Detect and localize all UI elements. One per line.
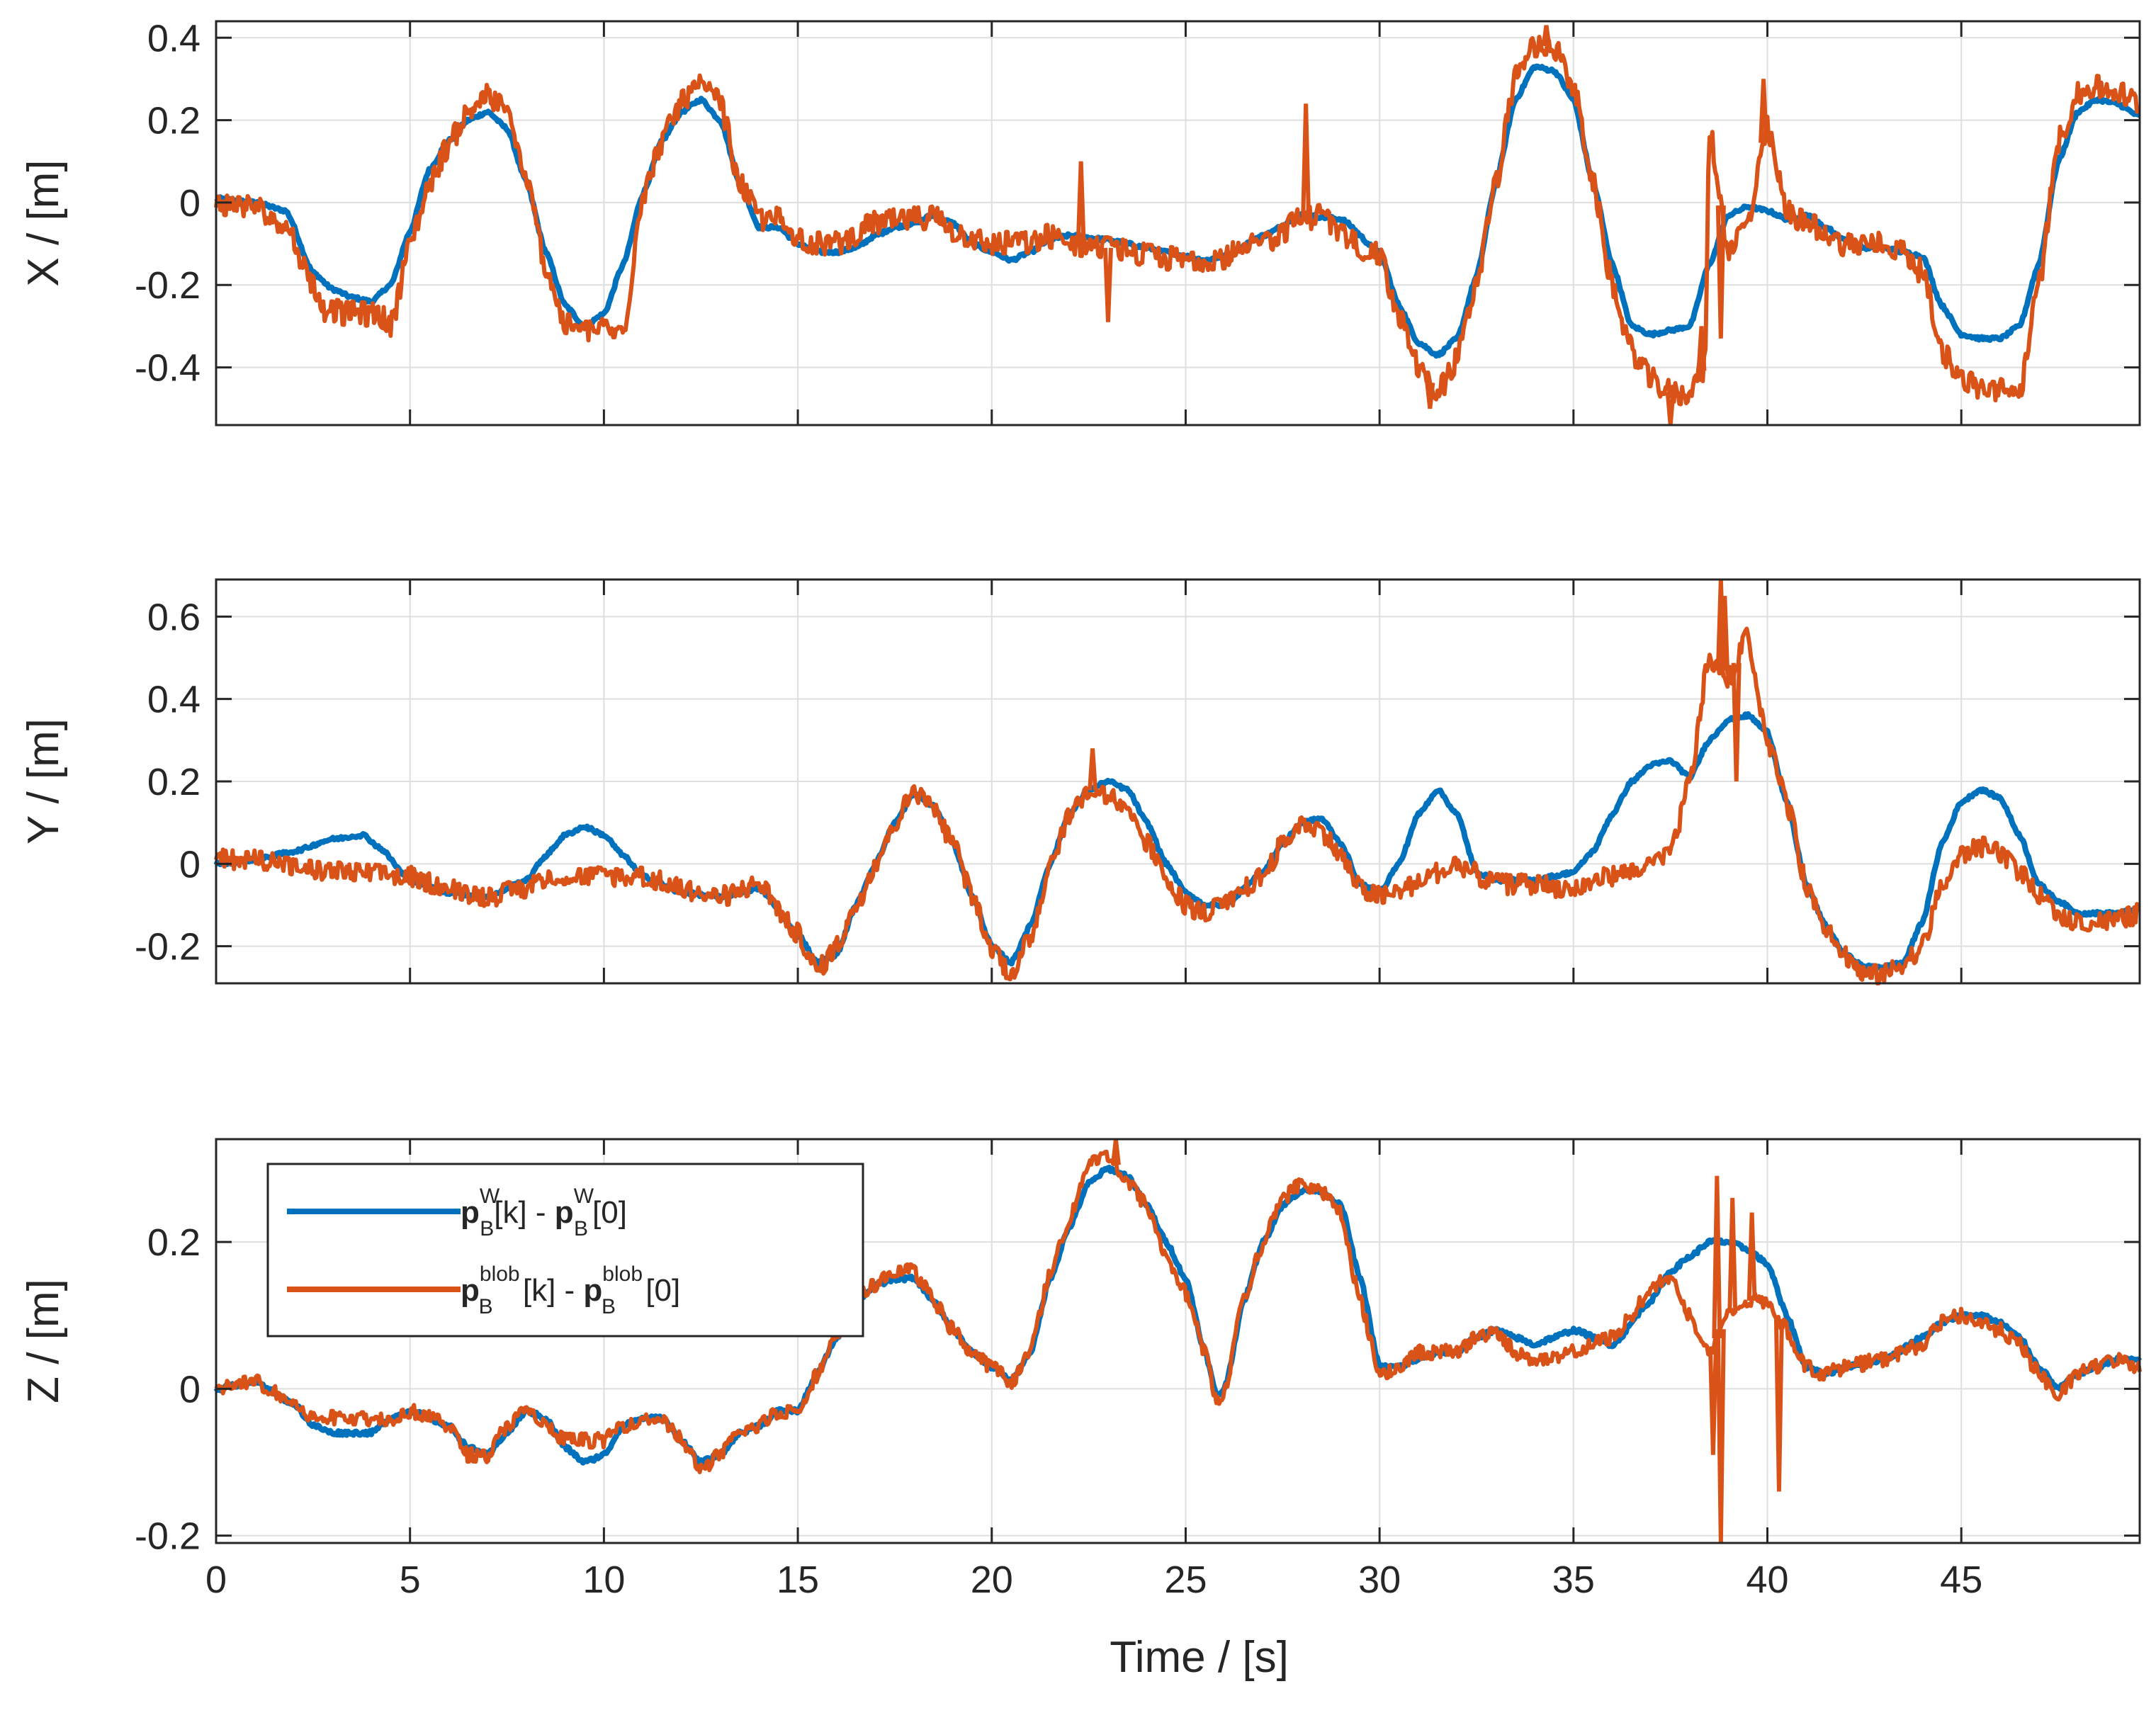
series-line-blob: [214, 1149, 2142, 1474]
x-tick-label: 30: [1358, 1559, 1401, 1601]
x-tick-label: 35: [1552, 1559, 1595, 1601]
legend-entry-2: pblob B [k] - pblob B [0]: [461, 1262, 680, 1318]
x-tick-label: 10: [582, 1559, 625, 1601]
x-tick-label: 40: [1746, 1559, 1788, 1601]
y-tick-label: 0.4: [147, 17, 201, 60]
y-tick-label: 0.6: [147, 596, 201, 638]
y-axis-label: Z / [m]: [19, 1279, 68, 1403]
legend: pW B[k] - pW B [0] pblob B [k] - pblob B [0]: [266, 1163, 864, 1338]
series-spike: [1076, 161, 1086, 245]
y-tick-label: 0.4: [147, 679, 201, 721]
y-tick-label: -0.2: [135, 1515, 201, 1558]
series-spike: [1715, 205, 1726, 339]
y-tick-label: -0.4: [135, 347, 201, 390]
x-tick-label: 45: [1940, 1559, 1982, 1601]
series-spike: [1712, 1175, 1722, 1339]
legend-box: [266, 1163, 864, 1338]
y-tick-label: 0.2: [147, 761, 201, 803]
series-spike: [1708, 1346, 1718, 1455]
series-spike: [1731, 662, 1742, 782]
z-position-panel: -0.200.20 5 10 15 20 25 30 35 40 45Z / [m]Time / …: [19, 1138, 2143, 1682]
series-spike: [1773, 1318, 1784, 1492]
series-spike: [1746, 1212, 1757, 1301]
y-axis-label: X / [m]: [19, 159, 68, 286]
y-position-panel: -0.2 0 0.2 0.4 0.6 Y / [m]: [19, 578, 2142, 985]
x-position-panel: -0.4 -0.2 0 0.2 0.4 X / [m]: [19, 17, 2142, 426]
y-tick-label: 0.2: [147, 100, 201, 142]
y-axis-label: Y / [m]: [19, 718, 68, 844]
y-tick-label: 0: [179, 1368, 201, 1410]
y-tick-label: 0: [179, 843, 201, 886]
x-tick-label: 15: [777, 1559, 819, 1601]
x-tick-label: 0: [205, 1559, 227, 1601]
series-spike: [1696, 326, 1707, 371]
axes-box: [215, 20, 2141, 426]
series-spike: [1425, 383, 1435, 409]
y-tick-label: 0.2: [147, 1221, 201, 1264]
series-spike: [1102, 247, 1113, 322]
series-spike: [1759, 79, 1769, 143]
series-spike: [1720, 596, 1730, 676]
series-spike: [1727, 1197, 1738, 1313]
y-tick-label: -0.2: [135, 926, 201, 968]
x-tick-label: 25: [1164, 1559, 1207, 1601]
series-line-blob: [214, 35, 2141, 407]
legend-entry-1: pW B[k] - pW B [0]: [461, 1185, 627, 1240]
x-tick-label: 20: [971, 1559, 1013, 1601]
y-tick-label: -0.2: [135, 264, 201, 307]
x-tick-label: 5: [400, 1559, 421, 1601]
series-spike: [1088, 748, 1098, 791]
y-tick-label: 0: [179, 182, 201, 225]
x-axis-label: Time / [s]: [1110, 1633, 1289, 1682]
series-spike: [1541, 25, 1552, 47]
series-line-blob: [214, 626, 2141, 985]
series-spike: [1301, 103, 1311, 219]
axes-box: [215, 1138, 2141, 1544]
